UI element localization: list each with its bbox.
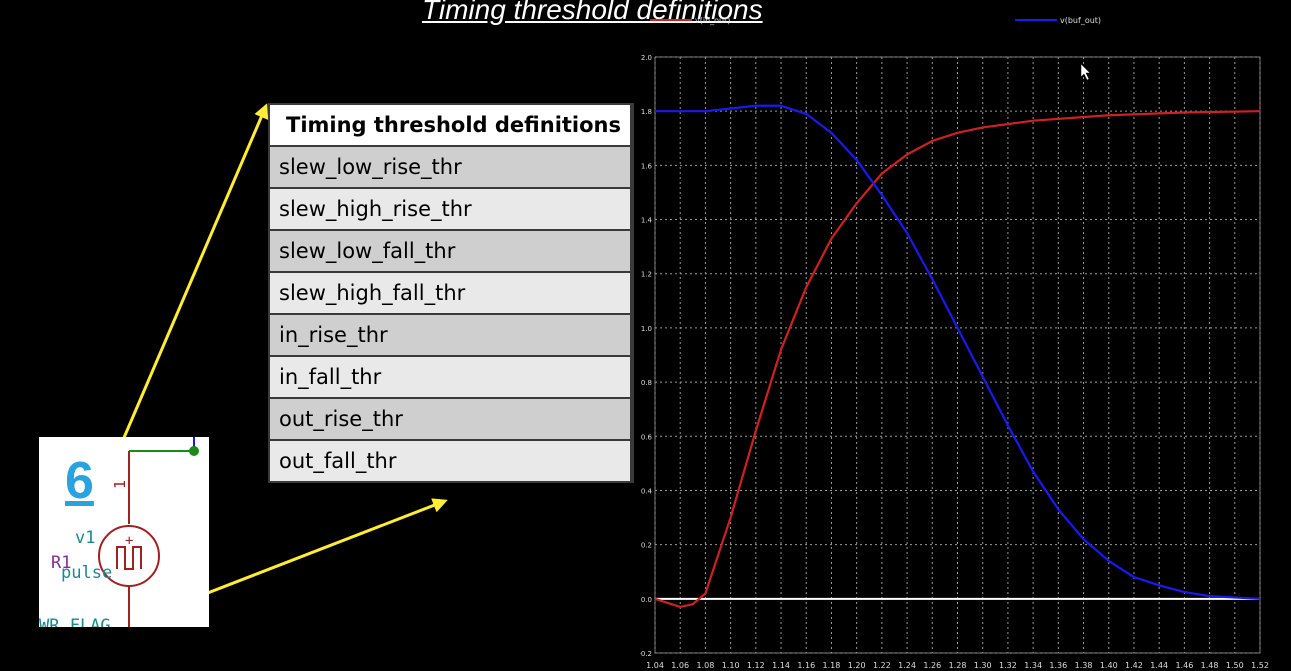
arrow-to-table-header xyxy=(121,103,269,441)
row-value-cell xyxy=(630,145,635,189)
legend-label: v(in_out) xyxy=(695,16,730,25)
y-tick-label: 0.2 xyxy=(641,542,652,550)
threshold-table: Timing threshold definitions slew_low_ri… xyxy=(267,103,635,483)
table-row: in_rise_thr xyxy=(267,313,635,357)
y-tick-label: 1.0 xyxy=(641,325,652,333)
step-number: 6 xyxy=(65,452,94,510)
table-header-blank xyxy=(630,103,635,147)
row-value-cell xyxy=(630,229,635,273)
x-tick-label: 1.08 xyxy=(697,661,715,670)
y-tick-label: 0.6 xyxy=(641,433,653,441)
row-label: slew_low_rise_thr xyxy=(267,145,633,189)
row-label: slew_high_rise_thr xyxy=(267,187,633,231)
x-tick-label: 1.34 xyxy=(1024,661,1042,670)
x-tick-label: 1.48 xyxy=(1201,661,1219,670)
x-tick-label: 1.14 xyxy=(772,661,790,670)
row-value-cell xyxy=(630,439,635,483)
x-tick-label: 1.32 xyxy=(999,661,1017,670)
junction-dot xyxy=(189,446,199,456)
x-tick-label: 1.16 xyxy=(797,661,815,670)
schematic-snippet: + 1 v1 R1 pulse WR_FLAG 6 xyxy=(39,437,209,627)
row-label: out_rise_thr xyxy=(267,397,633,441)
y-tick-label: 0.0 xyxy=(641,596,652,604)
x-tick-label: 1.22 xyxy=(873,661,891,670)
y-tick-label: 2.0 xyxy=(641,54,652,62)
x-tick-label: 1.06 xyxy=(671,661,689,670)
row-label: out_fall_thr xyxy=(267,439,633,483)
x-tick-label: 1.18 xyxy=(823,661,841,670)
waveform-plot: 1.04 1.06 1.08 1.10 1.12 1.14 1.16 1.18 1.20 1.22… xyxy=(640,16,1269,670)
table-header-row: Timing threshold definitions xyxy=(267,103,635,147)
legend-label: v(buf_out) xyxy=(1060,16,1101,25)
y-tick-label: 0.8 xyxy=(641,379,652,387)
x-tick-label: 1.12 xyxy=(747,661,765,670)
slide-title: Timing threshold definitions xyxy=(422,0,763,25)
x-tick-label: 1.10 xyxy=(722,661,740,670)
series-line xyxy=(654,110,1261,609)
x-tick-label: 1.30 xyxy=(974,661,992,670)
table-row: slew_low_rise_thr xyxy=(267,145,635,189)
source-type: pulse xyxy=(61,563,112,583)
x-tick-label: 1.50 xyxy=(1226,661,1244,670)
row-label: slew_high_fall_thr xyxy=(267,271,633,315)
row-value-cell xyxy=(630,355,635,399)
series-line xyxy=(655,104,1261,600)
resistor-label: R1 xyxy=(51,553,71,573)
row-value-cell xyxy=(630,313,635,357)
pulse-waveform-icon xyxy=(116,546,142,570)
x-tick-label: 1.46 xyxy=(1175,661,1193,670)
row-label: slew_low_fall_thr xyxy=(267,229,633,273)
row-value-cell xyxy=(630,187,635,231)
x-tick-label: 1.24 xyxy=(898,661,916,670)
y-tick-label: 1.8 xyxy=(641,108,652,116)
plus-sign: + xyxy=(125,533,133,549)
source-name: v1 xyxy=(75,528,95,548)
x-tick-label: 1.52 xyxy=(1251,661,1269,670)
x-tick-label: 1.28 xyxy=(949,661,967,670)
table-row: slew_high_fall_thr xyxy=(267,271,635,315)
flag-label: WR_FLAG xyxy=(39,616,111,627)
table-row: slew_low_fall_thr xyxy=(267,229,635,273)
table-row: out_rise_thr xyxy=(267,397,635,441)
x-tick-label: 1.42 xyxy=(1125,661,1143,670)
x-tick-label: 1.04 xyxy=(646,661,664,670)
x-tick-label: 1.36 xyxy=(1049,661,1067,670)
table-row: slew_high_rise_thr xyxy=(267,187,635,231)
x-tick-label: 1.26 xyxy=(923,661,941,670)
row-label: in_fall_thr xyxy=(267,355,633,399)
table-header: Timing threshold definitions xyxy=(267,103,633,147)
y-tick-label: 0.4 xyxy=(641,487,653,495)
table-row: in_fall_thr xyxy=(267,355,635,399)
y-tick-label: -0.2 xyxy=(640,650,652,658)
schematic-drawing: + 1 v1 R1 pulse WR_FLAG xyxy=(39,437,199,627)
row-value-cell xyxy=(630,271,635,315)
x-tick-label: 1.44 xyxy=(1150,661,1168,670)
y-tick-label: 1.4 xyxy=(641,217,653,225)
y-tick-label: 1.2 xyxy=(641,271,652,279)
x-tick-label: 1.20 xyxy=(848,661,866,670)
row-value-cell xyxy=(630,397,635,441)
x-tick-label: 1.40 xyxy=(1100,661,1118,670)
mouse-cursor-icon xyxy=(1080,63,1091,81)
row-label: in_rise_thr xyxy=(267,313,633,357)
net-label: 1 xyxy=(111,480,129,489)
x-tick-label: 1.38 xyxy=(1075,661,1093,670)
y-tick-label: 1.6 xyxy=(641,162,653,170)
table-row: out_fall_thr xyxy=(267,439,635,483)
